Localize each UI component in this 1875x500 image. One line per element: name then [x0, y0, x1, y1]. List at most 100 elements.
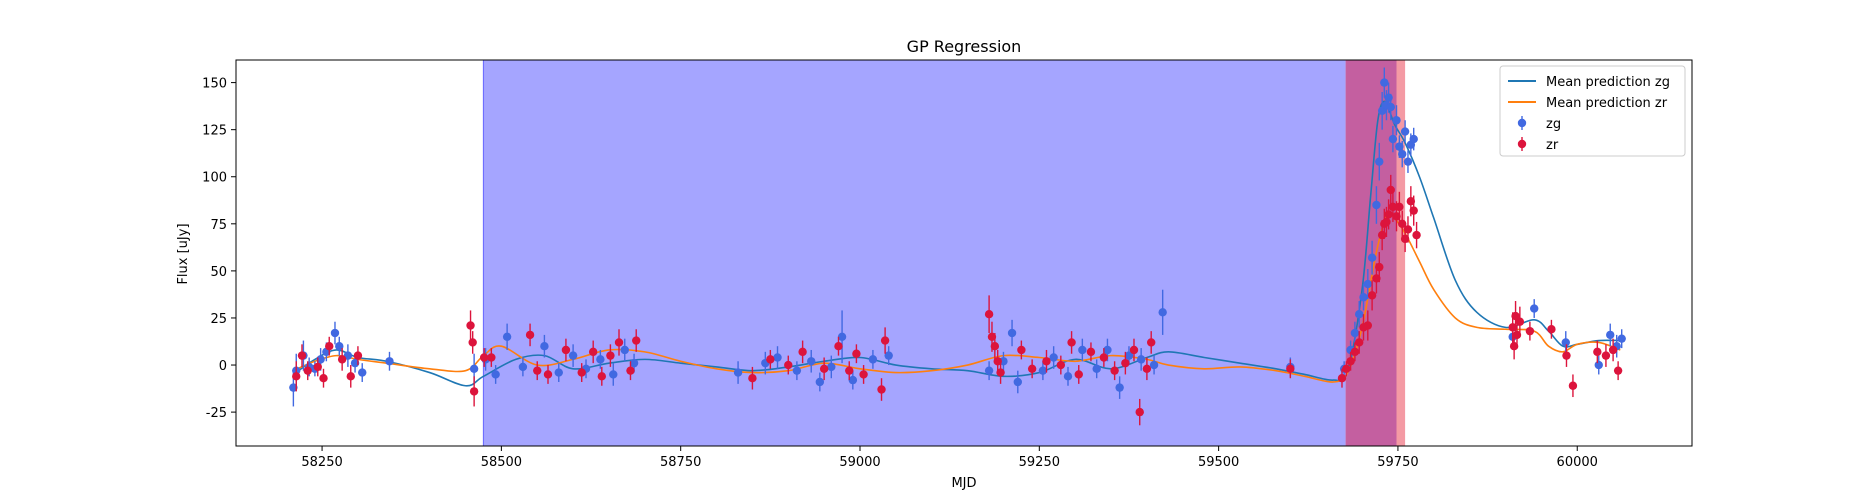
x-tick-label: 58750 — [660, 455, 701, 470]
point-zr — [466, 321, 475, 330]
x-tick-label: 59500 — [1198, 455, 1239, 470]
point-zg — [827, 362, 836, 372]
point-zr — [346, 372, 355, 381]
point-zr — [1342, 364, 1351, 373]
point-zr — [1562, 351, 1571, 360]
x-tick-label: 59250 — [1019, 455, 1060, 470]
point-zg — [1007, 328, 1017, 338]
y-tick-label: -25 — [206, 406, 227, 421]
point-zr — [337, 355, 347, 364]
point-zr — [319, 374, 328, 383]
point-zg — [1606, 330, 1615, 340]
y-axis-label: Flux [uJy] — [176, 223, 191, 284]
point-zr — [1337, 374, 1347, 383]
x-axis-label: MJD — [951, 476, 976, 491]
point-zr — [1110, 366, 1119, 375]
point-zr — [1042, 357, 1051, 366]
point-zr — [292, 372, 301, 381]
point-zr — [479, 353, 489, 362]
point-zr — [632, 336, 641, 345]
y-tick-label: 25 — [210, 312, 227, 327]
point-zr — [1286, 364, 1295, 373]
mean-prediction-lines — [292, 100, 1621, 387]
point-zg — [316, 355, 325, 364]
point-zr — [766, 355, 775, 364]
point-zg — [1392, 116, 1401, 125]
point-zr — [1508, 323, 1517, 332]
point-zg — [1375, 157, 1384, 166]
point-zr — [297, 351, 307, 360]
point-zg — [999, 357, 1008, 366]
point-zr — [525, 330, 535, 340]
point-zg — [1350, 328, 1360, 338]
point-zr — [1067, 338, 1076, 347]
point-zg — [1561, 338, 1570, 347]
point-zg — [554, 368, 563, 377]
point-zr — [798, 347, 807, 357]
point-zr — [543, 370, 553, 379]
point-zg — [540, 342, 549, 351]
point-zr — [993, 357, 1002, 366]
point-zg — [1115, 383, 1124, 392]
axes: 58250 58500 58750 59000 59250 59500 59750 60000… — [202, 59, 1693, 470]
point-zr — [1367, 291, 1377, 300]
y-tick-label: 75 — [210, 218, 227, 233]
point-zg — [358, 368, 367, 377]
point-zg — [848, 375, 858, 385]
legend-point-marker — [1517, 139, 1527, 149]
legend-label: zr — [1546, 138, 1559, 153]
y-tick-label: 125 — [202, 124, 227, 139]
point-zg — [1398, 149, 1407, 159]
y-tick-label: 50 — [210, 265, 227, 280]
y-tick-label: 0 — [219, 359, 227, 374]
point-zr — [1135, 407, 1144, 417]
point-zr — [1363, 321, 1373, 330]
point-zr — [577, 368, 586, 377]
observations — [289, 67, 1626, 426]
shaded-regions — [482, 60, 1406, 446]
point-zr — [1386, 185, 1395, 195]
point-zg — [837, 332, 847, 341]
y-tick-label: 100 — [202, 171, 227, 186]
point-zr — [303, 366, 312, 375]
line-mean-prediction-zg — [292, 100, 1621, 387]
point-zg — [1013, 377, 1022, 387]
point-zg — [596, 355, 605, 364]
point-zg — [868, 355, 878, 364]
point-zg — [502, 332, 512, 341]
point-zg — [335, 342, 344, 351]
point-zg — [1158, 308, 1167, 317]
point-zg — [1049, 353, 1058, 362]
point-zr — [1392, 212, 1401, 221]
point-zr — [1406, 197, 1416, 206]
point-zg — [733, 368, 743, 377]
point-zr — [1074, 370, 1083, 379]
point-zr — [468, 338, 477, 347]
point-zg — [1409, 134, 1418, 144]
point-zg — [1380, 78, 1389, 87]
point-zr — [1512, 330, 1522, 340]
point-zr — [313, 362, 322, 372]
point-zg — [1372, 200, 1381, 210]
point-zr — [1350, 347, 1360, 357]
point-zr — [1608, 345, 1618, 355]
point-zr — [859, 370, 868, 379]
point-zg — [807, 357, 816, 366]
point-zg — [1594, 360, 1603, 370]
point-zg — [629, 358, 639, 368]
series-zr — [292, 174, 1623, 426]
point-zr — [1613, 366, 1623, 375]
point-zg — [1359, 293, 1368, 302]
point-zr — [469, 387, 479, 396]
chart-title: GP Regression — [907, 37, 1022, 56]
point-zr — [1142, 364, 1152, 373]
point-zg — [609, 370, 618, 379]
point-zr — [834, 342, 843, 351]
point-zr — [606, 351, 615, 360]
point-zr — [877, 385, 886, 394]
point-zr — [1388, 202, 1398, 212]
point-zr — [784, 360, 793, 370]
point-zg — [1395, 142, 1404, 151]
point-zr — [1346, 357, 1355, 366]
